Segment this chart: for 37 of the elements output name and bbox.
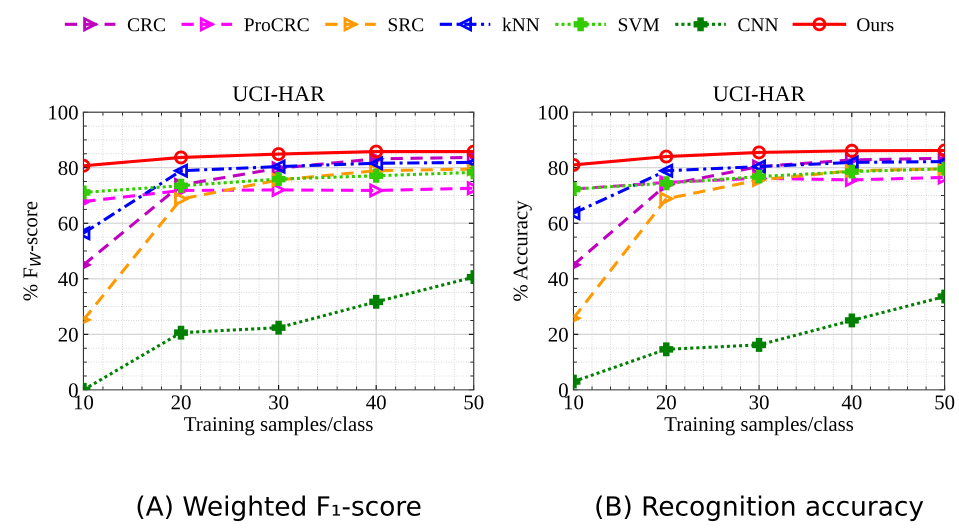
x-tick-label: 40 bbox=[366, 395, 386, 410]
y-tick-label: 20 bbox=[548, 328, 568, 342]
legend-label: kNN bbox=[502, 18, 540, 32]
y-tick-label: 80 bbox=[58, 161, 78, 176]
y-tick-label: 100 bbox=[539, 106, 568, 120]
y-tick-label: 80 bbox=[548, 161, 568, 176]
x-tick-label: 50 bbox=[935, 395, 954, 410]
y-tick-label: 20 bbox=[58, 328, 78, 342]
legend-label: Ours bbox=[857, 18, 894, 32]
legend-label: CRC bbox=[128, 18, 165, 32]
text: (A) Weighted F₁-score bbox=[138, 496, 420, 522]
x-tick-label: 20 bbox=[656, 395, 676, 410]
y-tick-label: 60 bbox=[58, 216, 78, 231]
legend-label: SVM bbox=[618, 18, 660, 32]
legend-label: ProCRC bbox=[244, 18, 309, 32]
x-axis-title: Training samples/class bbox=[184, 416, 373, 436]
legend-label: SRC bbox=[388, 18, 424, 32]
x-axis-title: Training samples/class bbox=[664, 416, 854, 436]
y-tick-label: 0 bbox=[559, 383, 568, 398]
x-tick-label: 10 bbox=[564, 395, 584, 410]
y-tick-label: 100 bbox=[49, 106, 78, 120]
y-axis-title: % F$_{W}$-score bbox=[23, 202, 41, 301]
x-tick-label: 30 bbox=[269, 395, 288, 410]
y-tick-label: 0 bbox=[68, 383, 78, 398]
x-tick-label: 10 bbox=[74, 395, 94, 410]
y-axis-title: % Accuracy bbox=[513, 200, 532, 301]
y-tick-label: 40 bbox=[58, 272, 78, 286]
legend-label: CNN bbox=[738, 18, 778, 32]
y-tick-label: 60 bbox=[548, 216, 568, 231]
text: (B) Recognition accuracy bbox=[596, 496, 924, 522]
chart-title: UCI-HAR bbox=[713, 86, 806, 102]
x-tick-label: 50 bbox=[464, 395, 484, 410]
chart-title: UCI-HAR bbox=[232, 86, 325, 102]
x-tick-label: 30 bbox=[750, 395, 769, 410]
y-tick-label: 40 bbox=[548, 272, 568, 286]
x-tick-label: 40 bbox=[842, 395, 862, 410]
x-tick-label: 20 bbox=[172, 395, 191, 410]
